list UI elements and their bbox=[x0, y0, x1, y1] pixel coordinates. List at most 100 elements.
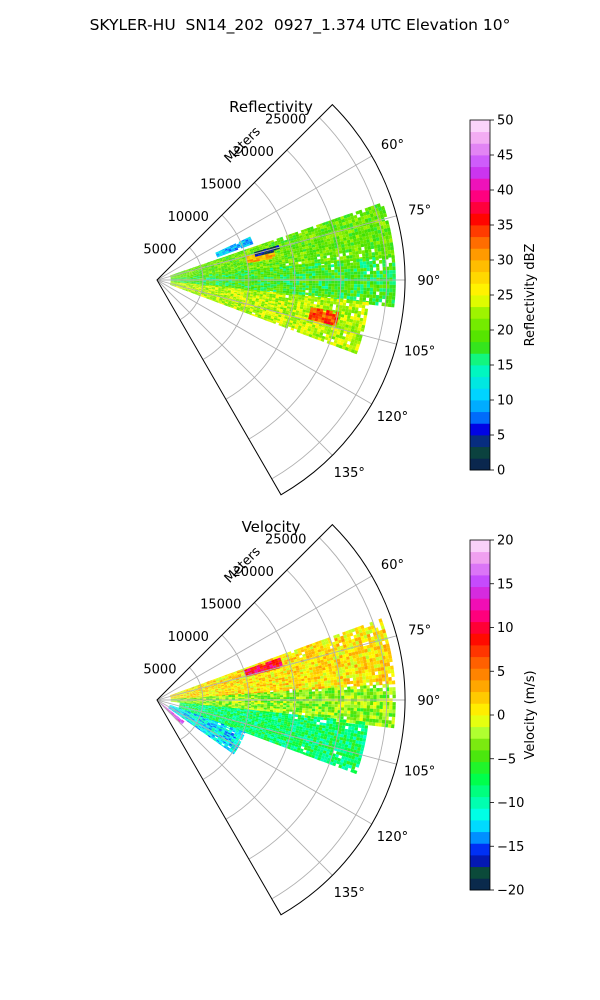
echo-cell bbox=[235, 282, 239, 285]
echo-cell bbox=[209, 284, 213, 286]
echo-cell bbox=[370, 695, 374, 699]
echo-cell bbox=[297, 303, 301, 307]
echo-cell bbox=[285, 682, 289, 686]
echo-cell bbox=[279, 288, 283, 291]
echo-cell bbox=[226, 295, 231, 298]
echo-cell bbox=[222, 276, 226, 278]
echo-cell bbox=[183, 277, 187, 279]
echo-cell bbox=[294, 243, 299, 247]
echo-cell bbox=[299, 694, 303, 697]
echo-cell bbox=[352, 303, 356, 308]
echo-cell bbox=[296, 238, 301, 242]
echo-cell bbox=[218, 696, 223, 698]
echo-cell bbox=[259, 297, 263, 300]
echo-cell bbox=[324, 288, 329, 292]
echo-cell bbox=[231, 257, 236, 260]
echo-cell bbox=[206, 276, 210, 278]
echo-cell bbox=[309, 701, 313, 704]
echo-cell bbox=[321, 283, 326, 287]
echo-cell bbox=[185, 270, 189, 272]
echo-cell bbox=[180, 282, 184, 284]
echo-cell bbox=[356, 317, 361, 321]
echo-cell bbox=[314, 293, 319, 297]
echo-cell bbox=[369, 287, 374, 292]
echo-cell bbox=[257, 285, 261, 288]
echo-cell bbox=[282, 685, 286, 688]
echo-cell bbox=[303, 256, 308, 259]
echo-cell bbox=[324, 688, 329, 691]
echo-cell bbox=[296, 285, 300, 288]
echo-cell bbox=[324, 262, 328, 266]
echo-cell bbox=[191, 268, 195, 270]
echo-cell bbox=[326, 226, 331, 231]
echo-cell bbox=[320, 302, 324, 306]
echo-cell bbox=[295, 690, 300, 693]
echo-cell bbox=[347, 689, 351, 693]
echo-cell bbox=[225, 272, 229, 274]
echo-cell bbox=[286, 248, 290, 251]
echo-cell bbox=[362, 321, 366, 326]
echo-cell bbox=[289, 696, 293, 700]
echo-cell bbox=[218, 283, 223, 285]
echo-cell bbox=[318, 706, 322, 710]
echo-cell bbox=[209, 277, 213, 279]
echo-cell bbox=[305, 248, 310, 252]
colorbar-segment bbox=[470, 213, 490, 226]
echo-cell bbox=[379, 708, 383, 713]
echo-cell bbox=[363, 695, 367, 699]
echo-cell bbox=[341, 218, 346, 223]
echo-cell bbox=[254, 286, 258, 289]
echo-cell bbox=[198, 269, 202, 271]
echo-cell bbox=[295, 271, 300, 275]
echo-cell bbox=[206, 278, 210, 280]
echo-cell bbox=[370, 216, 375, 221]
echo-cell bbox=[296, 252, 301, 256]
echo-cell bbox=[215, 272, 219, 274]
echo-cell bbox=[308, 288, 312, 291]
echo-cell bbox=[340, 681, 344, 685]
echo-cell bbox=[177, 281, 181, 283]
echo-cell bbox=[225, 283, 229, 285]
echo-cell bbox=[346, 239, 351, 244]
echo-cell bbox=[173, 283, 177, 285]
echo-cell bbox=[210, 262, 214, 265]
echo-cell bbox=[382, 281, 387, 285]
echo-cell bbox=[301, 311, 306, 315]
echo-cell bbox=[376, 288, 380, 292]
echo-cell bbox=[267, 697, 271, 700]
echo-cell bbox=[379, 274, 383, 278]
echo-cell bbox=[283, 286, 287, 289]
echo-cell bbox=[317, 259, 321, 262]
echo-cell bbox=[382, 288, 386, 292]
echo-cell bbox=[340, 286, 345, 290]
echo-cell bbox=[298, 685, 303, 689]
echo-cell bbox=[223, 295, 227, 298]
echo-cell bbox=[191, 267, 195, 269]
echo-cell bbox=[274, 256, 279, 260]
echo-cell bbox=[218, 290, 222, 292]
echo-cell bbox=[372, 298, 376, 302]
echo-cell bbox=[186, 283, 190, 284]
echo-cell bbox=[379, 691, 383, 695]
echo-cell bbox=[305, 280, 309, 284]
echo-cell bbox=[301, 685, 306, 689]
echo-cell bbox=[198, 289, 202, 291]
echo-cell bbox=[263, 702, 268, 705]
echo-cell bbox=[302, 248, 307, 252]
echo-cell bbox=[295, 310, 300, 314]
echo-cell bbox=[316, 237, 321, 242]
radial-tick-label: 5000 bbox=[143, 243, 176, 258]
echo-cell bbox=[239, 295, 244, 298]
echo-cell bbox=[170, 277, 174, 278]
echo-cell bbox=[350, 701, 354, 705]
echo-cell bbox=[280, 253, 285, 257]
echo-cell bbox=[213, 264, 218, 267]
echo-cell bbox=[251, 696, 255, 698]
echo-cell bbox=[233, 262, 237, 264]
echo-cell bbox=[344, 230, 349, 235]
echo-cell bbox=[218, 286, 222, 288]
echo-cell bbox=[302, 694, 306, 697]
echo-cell bbox=[201, 268, 205, 270]
